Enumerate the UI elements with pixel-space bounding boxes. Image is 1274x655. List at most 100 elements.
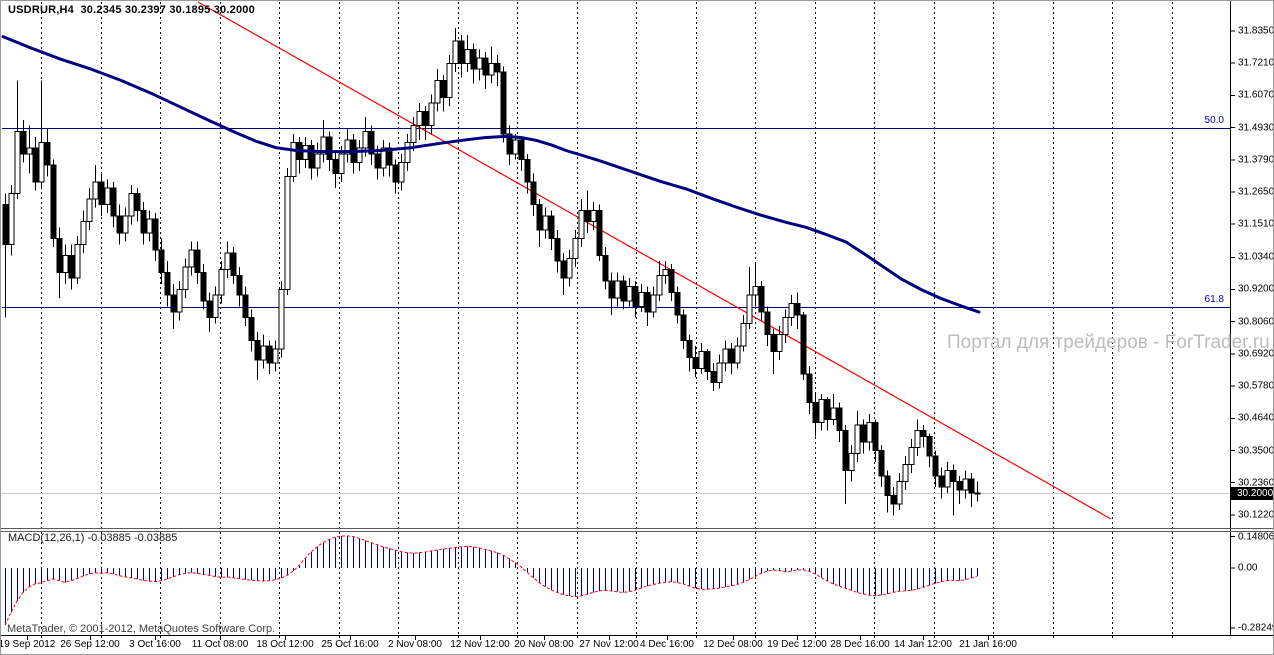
- candle-body: [536, 204, 543, 231]
- candle-body: [926, 435, 933, 457]
- candle-body: [614, 280, 621, 299]
- candle-body: [674, 291, 681, 316]
- candle-body: [170, 294, 177, 313]
- candle-body: [632, 286, 639, 307]
- candle-body: [860, 424, 867, 443]
- candle-body: [74, 243, 81, 279]
- candle-body: [518, 139, 525, 161]
- candle-body: [14, 130, 21, 194]
- candle-body: [248, 317, 255, 341]
- candle-body: [818, 399, 825, 423]
- candle-body: [584, 209, 591, 223]
- candle-body: [452, 40, 459, 64]
- candle-body: [272, 348, 279, 364]
- candle-body: [722, 348, 729, 364]
- candle-body: [854, 424, 861, 454]
- candle-body: [368, 130, 375, 155]
- candle-body: [914, 430, 921, 449]
- candle-body: [908, 447, 915, 466]
- candle-body: [176, 288, 183, 313]
- candle-body: [26, 147, 33, 155]
- candle-body: [524, 159, 531, 183]
- candle-body: [644, 291, 651, 313]
- candle-body: [848, 452, 855, 471]
- candle-body: [8, 192, 15, 245]
- candle-body: [2, 204, 9, 245]
- candle-body: [752, 286, 759, 296]
- candle-body: [278, 288, 285, 350]
- candle-body: [962, 478, 969, 491]
- candle-body: [758, 286, 765, 313]
- candle-body: [938, 475, 945, 488]
- candle-body: [134, 192, 141, 211]
- candle-body: [44, 142, 51, 166]
- candle-body: [440, 79, 447, 98]
- candle-body: [842, 430, 849, 471]
- candle-body: [662, 269, 669, 276]
- candle-body: [470, 48, 477, 70]
- candle-body: [506, 133, 513, 155]
- candle-body: [146, 218, 153, 234]
- candle-body: [680, 314, 687, 341]
- candle-body: [800, 314, 807, 375]
- candle-body: [740, 322, 747, 347]
- candle-body: [554, 238, 561, 262]
- candle-body: [578, 209, 585, 240]
- candle-body: [32, 147, 39, 183]
- candle-body: [920, 430, 927, 437]
- candle-body: [608, 280, 615, 299]
- candle-body: [746, 294, 753, 324]
- candle-body: [824, 399, 831, 420]
- candle-body: [590, 209, 597, 223]
- candle-body: [374, 153, 381, 169]
- candle-body: [212, 294, 219, 319]
- candle-body: [692, 356, 699, 370]
- candle-body: [500, 71, 507, 135]
- candle-body: [260, 345, 267, 361]
- candle-body: [620, 280, 627, 302]
- candle-body: [830, 407, 837, 420]
- candle-body: [974, 492, 981, 495]
- candle-body: [404, 142, 411, 163]
- candle-body: [782, 317, 789, 336]
- candle-body: [206, 300, 213, 319]
- candle-body: [566, 257, 573, 279]
- candle-body: [98, 181, 105, 206]
- candle-body: [902, 464, 909, 483]
- candle-body: [956, 481, 963, 491]
- moving-average-line[interactable]: [1, 35, 981, 314]
- candle-body: [344, 139, 351, 155]
- candle-body: [362, 130, 369, 149]
- candle-body: [338, 153, 345, 175]
- candle-body: [308, 144, 315, 169]
- candle-body: [560, 260, 567, 279]
- candle-body: [872, 421, 879, 452]
- candle-body: [494, 62, 501, 73]
- candle-body: [422, 111, 429, 127]
- candle-body: [866, 421, 873, 443]
- candle-body: [122, 215, 129, 234]
- candle-body: [416, 111, 423, 127]
- candle-body: [884, 475, 891, 497]
- candle-body: [80, 221, 87, 245]
- candle-body: [602, 255, 609, 282]
- candle-body: [62, 255, 69, 274]
- candle-body: [392, 164, 399, 183]
- candle-body: [410, 125, 417, 144]
- candle-body: [218, 269, 225, 296]
- candle-body: [140, 209, 147, 234]
- candle-body: [890, 495, 897, 505]
- candle-body: [668, 269, 675, 293]
- candle-body: [326, 136, 333, 161]
- trendline[interactable]: [197, 1, 1112, 520]
- candle-body: [530, 181, 537, 206]
- candle-body: [878, 450, 885, 477]
- candle-body: [104, 187, 111, 206]
- candle-body: [458, 40, 465, 64]
- candle-body: [836, 407, 843, 432]
- candle-body: [20, 130, 27, 155]
- candle-body: [314, 153, 321, 169]
- candle-body: [194, 249, 201, 274]
